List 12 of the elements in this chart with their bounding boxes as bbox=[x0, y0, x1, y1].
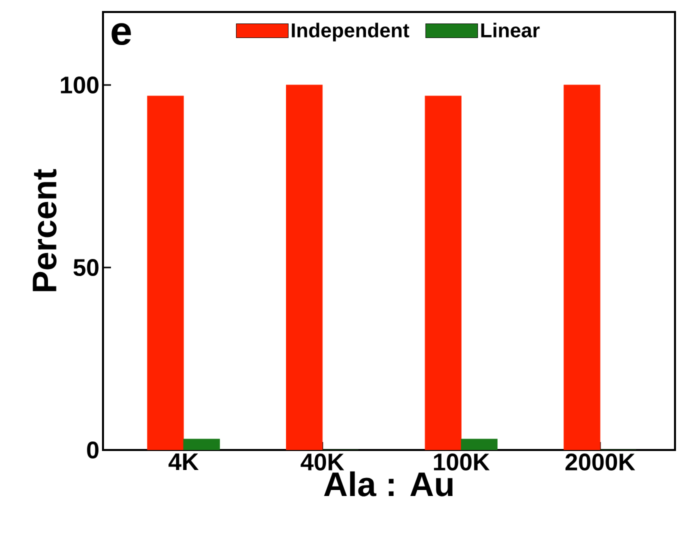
x-tick-label: 100K bbox=[434, 454, 490, 471]
x-tick-label: 4K bbox=[168, 454, 199, 470]
y-tick-label: 0 bbox=[87, 442, 98, 458]
annotation: e bbox=[112, 23, 131, 46]
x-tick-label: 40K bbox=[300, 454, 344, 471]
x-tick-label: 2000K bbox=[566, 454, 636, 471]
x-axis-title: Ala : Au bbox=[324, 471, 453, 496]
y-tick-label: 100 bbox=[60, 76, 98, 94]
y-tick-label: 50 bbox=[74, 259, 98, 276]
y-axis-title: Percent bbox=[32, 169, 57, 292]
legend-label: Independent bbox=[292, 22, 410, 42]
legend-label: Linear bbox=[481, 22, 540, 38]
